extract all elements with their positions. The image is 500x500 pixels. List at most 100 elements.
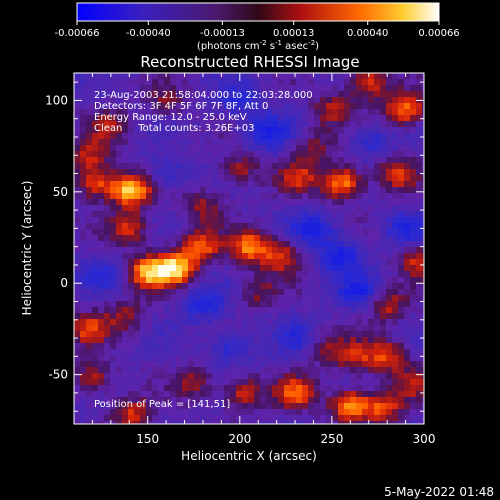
- heatmap-cell: [278, 385, 285, 392]
- heatmap-cell: [104, 205, 111, 212]
- heatmap-cell: [368, 127, 375, 134]
- heatmap-cell: [86, 313, 93, 320]
- colorbar-tick-label: 0.00040: [347, 28, 388, 39]
- heatmap-cell: [146, 91, 153, 98]
- heatmap-cell: [152, 157, 159, 164]
- heatmap-cell: [110, 325, 117, 332]
- heatmap-cell: [164, 295, 171, 302]
- heatmap-cell: [206, 391, 213, 398]
- heatmap-cell: [302, 247, 309, 254]
- heatmap-cell: [128, 319, 135, 326]
- heatmap-cell: [236, 127, 243, 134]
- heatmap-cell: [104, 229, 111, 236]
- heatmap-cell: [296, 79, 303, 86]
- heatmap-cell: [236, 265, 243, 272]
- heatmap-cell: [194, 85, 201, 92]
- heatmap-cell: [242, 397, 249, 404]
- heatmap-cell: [110, 115, 117, 122]
- heatmap-cell: [128, 169, 135, 176]
- heatmap-cell: [254, 415, 261, 422]
- heatmap-cell: [254, 109, 261, 116]
- heatmap-cell: [152, 175, 159, 182]
- heatmap-cell: [164, 349, 171, 356]
- heatmap-cell: [296, 205, 303, 212]
- heatmap-cell: [188, 121, 195, 128]
- heatmap-cell: [254, 259, 261, 266]
- heatmap-cell: [416, 91, 423, 98]
- heatmap-cell: [224, 289, 231, 296]
- heatmap-cell: [356, 79, 363, 86]
- heatmap-cell: [158, 271, 165, 278]
- heatmap-cell: [224, 307, 231, 314]
- heatmap-cell: [404, 97, 411, 104]
- heatmap-cell: [86, 325, 93, 332]
- heatmap-cell: [374, 397, 381, 404]
- heatmap-cell: [74, 367, 81, 374]
- heatmap-cell: [302, 349, 309, 356]
- heatmap-cell: [74, 73, 81, 80]
- heatmap-cell: [284, 319, 291, 326]
- x-axis-label: Heliocentric X (arcsec): [181, 449, 317, 463]
- heatmap-cell: [380, 145, 387, 152]
- heatmap-cell: [416, 259, 423, 266]
- heatmap-cell: [386, 307, 393, 314]
- heatmap-cell: [188, 289, 195, 296]
- heatmap-cell: [254, 397, 261, 404]
- heatmap-cell: [392, 91, 399, 98]
- heatmap-cell: [260, 271, 267, 278]
- heatmap-cell: [404, 289, 411, 296]
- heatmap-cell: [110, 91, 117, 98]
- heatmap-cell: [200, 235, 207, 242]
- heatmap-cell: [404, 265, 411, 272]
- heatmap-cell: [266, 235, 273, 242]
- heatmap-cell: [236, 193, 243, 200]
- heatmap-cell: [206, 85, 213, 92]
- heatmap-cell: [194, 367, 201, 374]
- heatmap-cell: [356, 313, 363, 320]
- heatmap-cell: [236, 205, 243, 212]
- heatmap-cell: [248, 271, 255, 278]
- heatmap-cell: [356, 391, 363, 398]
- heatmap-cell: [128, 247, 135, 254]
- heatmap-cell: [368, 331, 375, 338]
- heatmap-cell: [164, 253, 171, 260]
- heatmap-cell: [152, 283, 159, 290]
- heatmap-cell: [302, 397, 309, 404]
- heatmap-cell: [398, 181, 405, 188]
- heatmap-cell: [206, 91, 213, 98]
- heatmap-cell: [176, 415, 183, 422]
- heatmap-cell: [272, 181, 279, 188]
- heatmap-cell: [350, 283, 357, 290]
- heatmap-cell: [116, 169, 123, 176]
- heatmap-cell: [398, 355, 405, 362]
- heatmap-cell: [308, 169, 315, 176]
- heatmap-cell: [200, 349, 207, 356]
- heatmap-cell: [86, 397, 93, 404]
- heatmap-cell: [386, 97, 393, 104]
- heatmap-cell: [236, 115, 243, 122]
- heatmap-cell: [242, 73, 249, 80]
- heatmap-cell: [392, 175, 399, 182]
- heatmap-cell: [290, 97, 297, 104]
- heatmap-cell: [284, 235, 291, 242]
- heatmap-cell: [416, 295, 423, 302]
- heatmap-cell: [272, 289, 279, 296]
- heatmap-cell: [176, 175, 183, 182]
- heatmap-cell: [296, 259, 303, 266]
- heatmap-cell: [248, 253, 255, 260]
- heatmap-cell: [422, 313, 424, 320]
- heatmap-cell: [422, 271, 424, 278]
- heatmap-cell: [188, 157, 195, 164]
- heatmap-cell: [158, 403, 165, 410]
- heatmap-cell: [338, 313, 345, 320]
- heatmap-cell: [212, 385, 219, 392]
- heatmap-cell: [230, 85, 237, 92]
- heatmap-cell: [338, 277, 345, 284]
- heatmap-cell: [398, 139, 405, 146]
- heatmap-cell: [218, 265, 225, 272]
- heatmap-cell: [146, 79, 153, 86]
- heatmap-cell: [314, 397, 321, 404]
- heatmap-cell: [152, 313, 159, 320]
- heatmap-cell: [98, 409, 105, 416]
- heatmap-cell: [98, 217, 105, 224]
